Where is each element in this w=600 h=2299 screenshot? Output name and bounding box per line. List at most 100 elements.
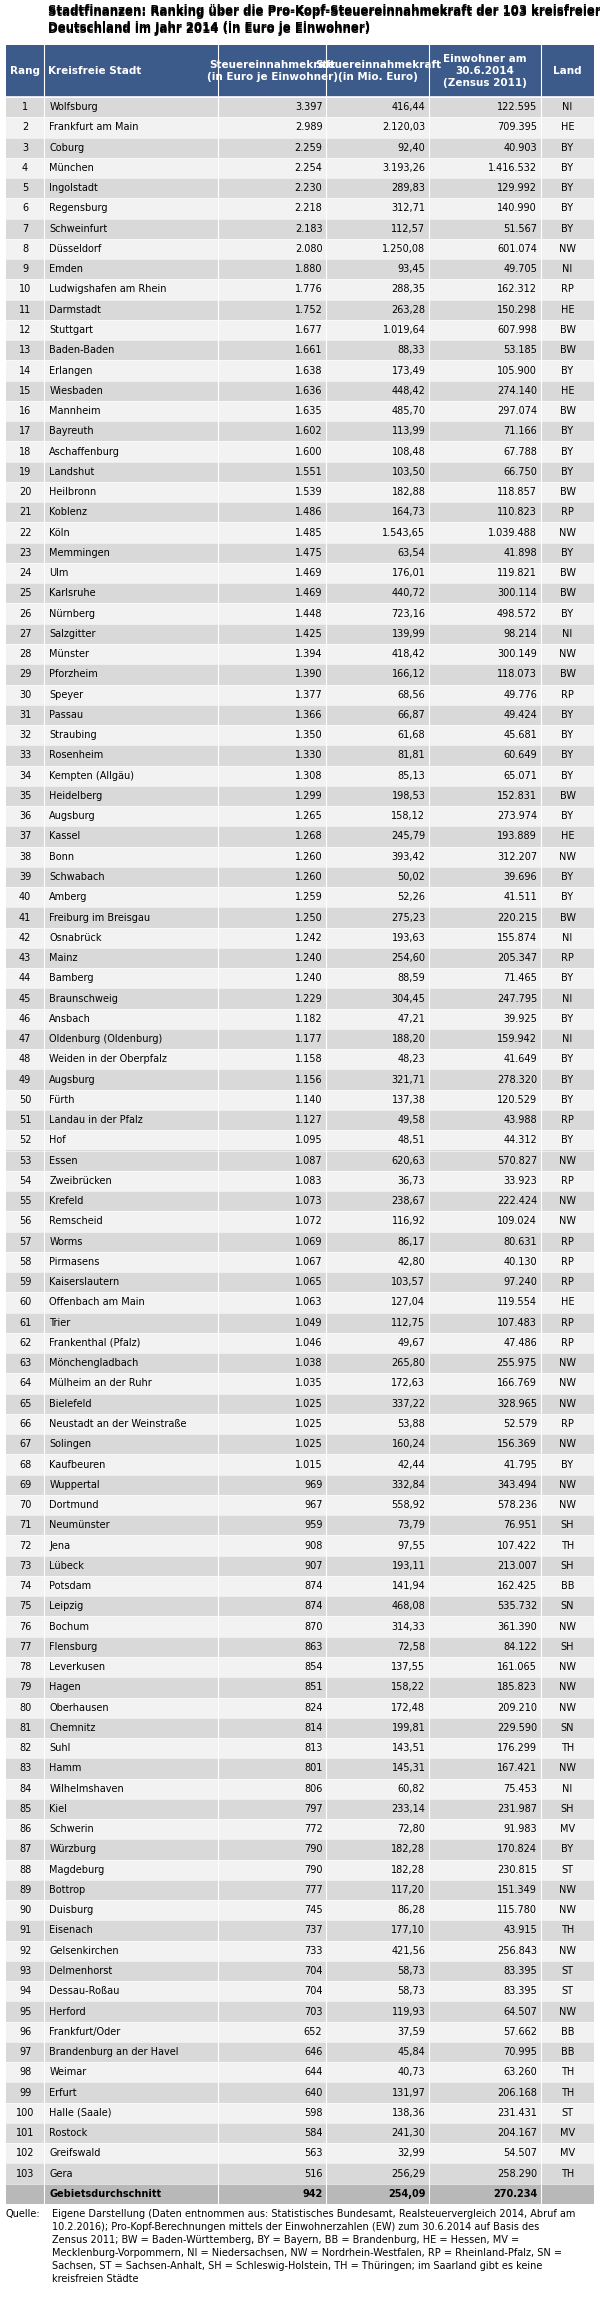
Text: Ulm: Ulm: [49, 568, 68, 577]
Text: Osnabrück: Osnabrück: [49, 933, 102, 943]
Text: 790: 790: [304, 1864, 322, 1874]
Text: Remscheid: Remscheid: [49, 1216, 103, 1225]
Text: 312,71: 312,71: [391, 202, 425, 214]
Text: Mannheim: Mannheim: [49, 407, 101, 416]
Text: Weiden in der Oberpfalz: Weiden in der Oberpfalz: [49, 1055, 167, 1064]
Text: BW: BW: [560, 345, 575, 356]
Text: 86,17: 86,17: [398, 1237, 425, 1246]
Text: 159.942: 159.942: [497, 1035, 537, 1044]
Text: 11: 11: [19, 306, 31, 315]
Text: RP: RP: [561, 1115, 574, 1124]
Text: NW: NW: [559, 1621, 576, 1632]
Text: 88: 88: [19, 1864, 31, 1874]
Text: 1.229: 1.229: [295, 993, 322, 1005]
Text: 79: 79: [19, 1683, 31, 1692]
Text: 64: 64: [19, 1379, 31, 1389]
Text: 8: 8: [22, 244, 28, 253]
Text: Erfurt: Erfurt: [49, 2087, 77, 2097]
Text: 1.602: 1.602: [295, 425, 322, 437]
Text: 231.987: 231.987: [497, 1805, 537, 1814]
Text: 63.260: 63.260: [503, 2067, 537, 2078]
Text: 89: 89: [19, 1885, 31, 1894]
Text: 170.824: 170.824: [497, 1844, 537, 1855]
Text: 233,14: 233,14: [391, 1805, 425, 1814]
Bar: [6, 1779, 594, 1798]
Text: Bochum: Bochum: [49, 1621, 89, 1632]
Bar: [6, 1131, 594, 1150]
Text: Mülheim an der Ruhr: Mülheim an der Ruhr: [49, 1379, 152, 1389]
Text: 1.366: 1.366: [295, 710, 322, 720]
Text: 24: 24: [19, 568, 31, 577]
Text: 162.425: 162.425: [497, 1582, 537, 1591]
Text: 93: 93: [19, 1966, 31, 1977]
Text: 43.915: 43.915: [503, 1927, 537, 1936]
Text: TH: TH: [561, 2087, 574, 2097]
Text: 80.631: 80.631: [503, 1237, 537, 1246]
Text: Regensburg: Regensburg: [49, 202, 108, 214]
Text: 1.260: 1.260: [295, 851, 322, 862]
Text: 1.661: 1.661: [295, 345, 322, 356]
Text: Schwabach: Schwabach: [49, 871, 105, 883]
Text: 273.974: 273.974: [497, 812, 537, 821]
Text: 12: 12: [19, 324, 31, 336]
Text: 45.681: 45.681: [503, 731, 537, 740]
Bar: [6, 1333, 594, 1354]
Text: Frankenthal (Pfalz): Frankenthal (Pfalz): [49, 1338, 140, 1347]
Text: 109.024: 109.024: [497, 1216, 537, 1225]
Text: 709.395: 709.395: [497, 122, 537, 133]
Text: 18: 18: [19, 446, 31, 458]
Text: 1.038: 1.038: [295, 1359, 322, 1368]
Text: Braunschweig: Braunschweig: [49, 993, 118, 1005]
Text: NW: NW: [559, 1195, 576, 1207]
Text: 172,63: 172,63: [391, 1379, 425, 1389]
Text: NW: NW: [559, 526, 576, 538]
Bar: [6, 117, 594, 138]
Bar: [6, 2143, 594, 2163]
Text: Frankfurt am Main: Frankfurt am Main: [49, 122, 139, 133]
Text: SN: SN: [561, 1722, 574, 1733]
Text: Oberhausen: Oberhausen: [49, 1704, 109, 1713]
Text: 198,53: 198,53: [391, 791, 425, 800]
Text: 182,28: 182,28: [391, 1844, 425, 1855]
Text: 84.122: 84.122: [503, 1641, 537, 1653]
Text: 607.998: 607.998: [497, 324, 537, 336]
Text: 1.469: 1.469: [295, 568, 322, 577]
Text: 61,68: 61,68: [398, 731, 425, 740]
Text: 162.312: 162.312: [497, 285, 537, 294]
Bar: [6, 947, 594, 968]
Text: 2.120,03: 2.120,03: [382, 122, 425, 133]
Text: 570.827: 570.827: [497, 1156, 537, 1166]
Bar: [6, 1536, 594, 1556]
Text: Einwohner am
30.6.2014
(Zensus 2011): Einwohner am 30.6.2014 (Zensus 2011): [443, 53, 527, 87]
Text: BY: BY: [562, 425, 574, 437]
Bar: [6, 1212, 594, 1232]
Text: 1.240: 1.240: [295, 954, 322, 963]
Text: Lübeck: Lübeck: [49, 1561, 84, 1570]
Text: 29: 29: [19, 669, 31, 681]
Text: Steuereinnahmekraft
(in Euro je Einwohner): Steuereinnahmekraft (in Euro je Einwohne…: [206, 60, 338, 83]
Bar: [6, 1150, 594, 1170]
Bar: [6, 1697, 594, 1717]
Text: Eigene Darstellung (Daten entnommen aus: Statistisches Bundesamt, Realsteuerverg: Eigene Darstellung (Daten entnommen aus:…: [52, 2209, 575, 2285]
Text: 48,23: 48,23: [398, 1055, 425, 1064]
Text: Chemnitz: Chemnitz: [49, 1722, 95, 1733]
Text: 2.218: 2.218: [295, 202, 322, 214]
Text: 39: 39: [19, 871, 31, 883]
Text: 48: 48: [19, 1055, 31, 1064]
Text: Landshut: Landshut: [49, 467, 95, 476]
Text: Frankfurt/Oder: Frankfurt/Oder: [49, 2028, 121, 2037]
Text: NW: NW: [559, 851, 576, 862]
Text: 72: 72: [19, 1540, 31, 1550]
Bar: [6, 807, 594, 825]
Text: BW: BW: [560, 324, 575, 336]
Text: 19: 19: [19, 467, 31, 476]
Text: 1.015: 1.015: [295, 1460, 322, 1469]
Text: BY: BY: [562, 1094, 574, 1106]
Bar: [6, 1637, 594, 1658]
Text: HE: HE: [561, 122, 574, 133]
Text: 57: 57: [19, 1237, 31, 1246]
Text: 95: 95: [19, 2007, 31, 2016]
Text: Baden-Baden: Baden-Baden: [49, 345, 115, 356]
Text: Schwerin: Schwerin: [49, 1823, 94, 1835]
Text: 3.193,26: 3.193,26: [382, 163, 425, 172]
